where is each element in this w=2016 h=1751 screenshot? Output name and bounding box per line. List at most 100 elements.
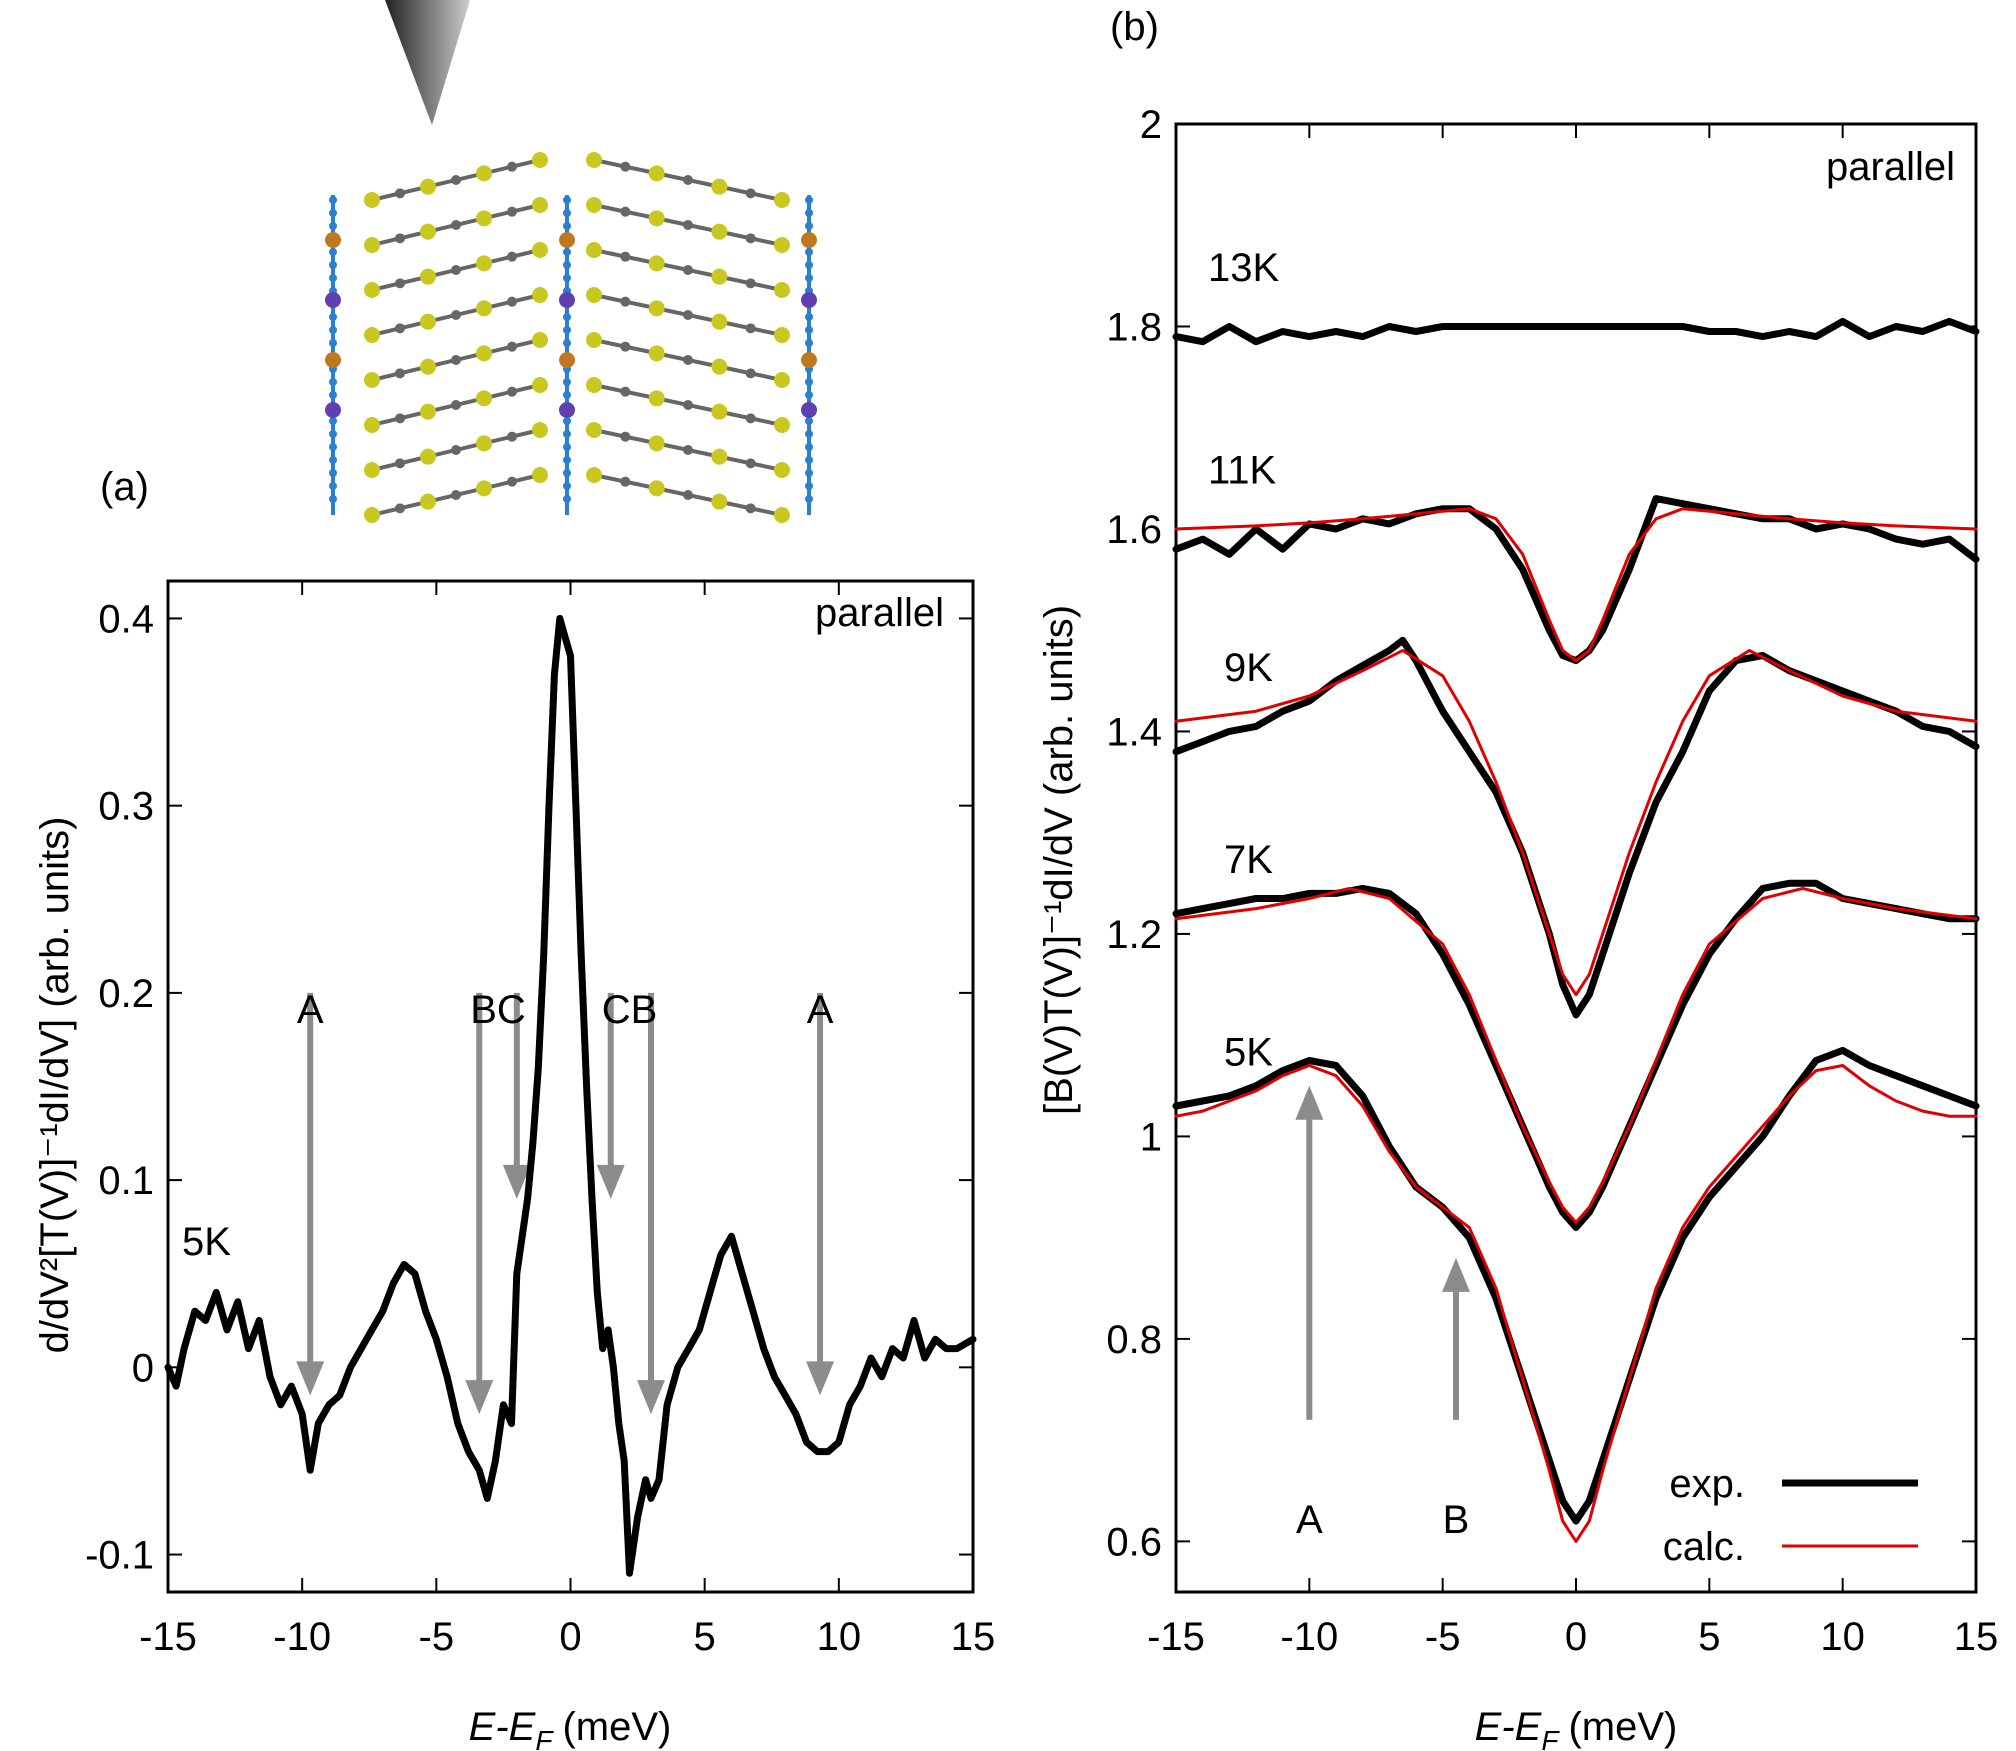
sulfur-atom bbox=[648, 210, 665, 227]
metal-atom bbox=[559, 352, 575, 368]
sulfur-atom bbox=[648, 390, 665, 407]
anion-atom bbox=[329, 430, 337, 438]
anion-atom bbox=[563, 456, 571, 464]
metal-atom bbox=[801, 232, 817, 248]
carbon-atom bbox=[745, 323, 756, 334]
arrow-B-head bbox=[637, 1380, 665, 1415]
anion-atom bbox=[329, 313, 337, 321]
carbon-atom bbox=[507, 161, 517, 172]
x-tick-label: 15 bbox=[951, 1615, 996, 1659]
carbon-atom bbox=[620, 386, 631, 397]
y-tick-label: 0.3 bbox=[98, 785, 154, 829]
sulfur-atom bbox=[364, 372, 380, 388]
anion-atom bbox=[329, 391, 337, 399]
series-11K-calc bbox=[1174, 507, 1978, 663]
anion-atom bbox=[805, 391, 813, 399]
x-tick-label: 10 bbox=[1820, 1615, 1865, 1659]
sulfur-atom bbox=[364, 282, 380, 298]
panel-b-curve-label: 13K bbox=[1208, 246, 1279, 290]
anion-atom bbox=[563, 482, 571, 490]
sulfur-atom bbox=[774, 282, 790, 298]
carbon-atom bbox=[745, 503, 756, 514]
series-9K-calc bbox=[1174, 649, 1978, 997]
carbon-atom bbox=[451, 400, 461, 410]
sulfur-atom bbox=[774, 237, 790, 253]
anion-atom bbox=[805, 326, 813, 334]
x-tick-label: 0 bbox=[1565, 1615, 1587, 1659]
sulfur-atom bbox=[774, 417, 790, 433]
sulfur-atom bbox=[711, 403, 728, 420]
anion-atom bbox=[805, 430, 813, 438]
carbon-atom bbox=[395, 368, 405, 379]
sulfur-atom bbox=[420, 403, 436, 420]
anion-atom bbox=[563, 248, 571, 256]
y-tick-label: 0.1 bbox=[98, 1159, 154, 1203]
sulfur-atom bbox=[532, 377, 548, 393]
arrow-A-head bbox=[296, 1361, 325, 1396]
carbon-atom bbox=[507, 296, 517, 307]
anion-atom bbox=[563, 209, 571, 217]
metal-atom bbox=[559, 402, 575, 418]
x-tick-label: 5 bbox=[694, 1615, 716, 1659]
sulfur-atom bbox=[420, 313, 436, 330]
sulfur-atom bbox=[476, 390, 492, 407]
anion-atom bbox=[329, 326, 337, 334]
metal-atom bbox=[801, 402, 817, 418]
carbon-atom bbox=[683, 220, 693, 230]
sulfur-atom bbox=[364, 237, 380, 253]
series-curve-line bbox=[164, 614, 977, 1577]
sulfur-atom bbox=[476, 255, 492, 272]
metal-atom bbox=[325, 292, 341, 308]
panel-label-a: (a) bbox=[100, 465, 149, 509]
panel-a-xlabel: E-EF (meV) bbox=[469, 1705, 672, 1751]
carbon-atom bbox=[451, 310, 461, 320]
molecular-structure-inset bbox=[325, 0, 817, 523]
sulfur-atom bbox=[532, 422, 548, 438]
carbon-atom bbox=[745, 233, 756, 244]
panel-a-arrow-label: A bbox=[297, 988, 324, 1032]
anion-atom bbox=[563, 326, 571, 334]
arrow-C-head bbox=[502, 1164, 531, 1199]
anion-atom bbox=[805, 261, 813, 269]
anion-atom bbox=[805, 339, 813, 347]
sulfur-atom bbox=[364, 417, 380, 433]
sulfur-atom bbox=[420, 268, 436, 285]
anion-atom bbox=[805, 313, 813, 321]
carbon-atom bbox=[683, 445, 693, 455]
carbon-atom bbox=[620, 296, 631, 307]
sulfur-atom bbox=[774, 462, 790, 478]
anion-atom bbox=[329, 261, 337, 269]
anion-atom bbox=[329, 209, 337, 217]
series-9K-exp bbox=[1172, 636, 1980, 1019]
panel-b-curve-label: 9K bbox=[1224, 646, 1273, 690]
sulfur-atom bbox=[774, 192, 790, 208]
anion-atom bbox=[805, 456, 813, 464]
panel-b-arrow-label: A bbox=[1296, 1498, 1323, 1542]
sulfur-atom bbox=[586, 422, 602, 438]
anion-atom bbox=[563, 430, 571, 438]
carbon-atom bbox=[451, 175, 461, 185]
panel-a-ticks: -15 -10 -5 0 5 10 15 -0.1 0 0.1 0.2 0.3 0.4 bbox=[85, 581, 995, 1659]
anion-atom bbox=[563, 443, 571, 451]
anion-atom bbox=[805, 443, 813, 451]
sulfur-atom bbox=[711, 223, 728, 240]
anion-atom bbox=[563, 222, 571, 230]
series-5K-exp bbox=[1172, 1046, 1980, 1525]
legend-label: exp. bbox=[1669, 1462, 1745, 1506]
sulfur-atom bbox=[476, 300, 492, 317]
y-tick-label: 2 bbox=[1140, 103, 1162, 147]
x-tick-label: -5 bbox=[1425, 1615, 1461, 1659]
carbon-atom bbox=[507, 341, 517, 352]
carbon-atom bbox=[620, 341, 631, 352]
anion-atom bbox=[805, 378, 813, 386]
sulfur-atom bbox=[476, 165, 492, 182]
anion-atom bbox=[563, 274, 571, 282]
carbon-atom bbox=[745, 458, 756, 469]
sulfur-atom bbox=[648, 435, 665, 452]
sulfur-atom bbox=[648, 165, 665, 182]
panel-a-arrow-label: CB bbox=[602, 988, 658, 1032]
carbon-atom bbox=[451, 355, 461, 365]
sulfur-atom bbox=[774, 372, 790, 388]
